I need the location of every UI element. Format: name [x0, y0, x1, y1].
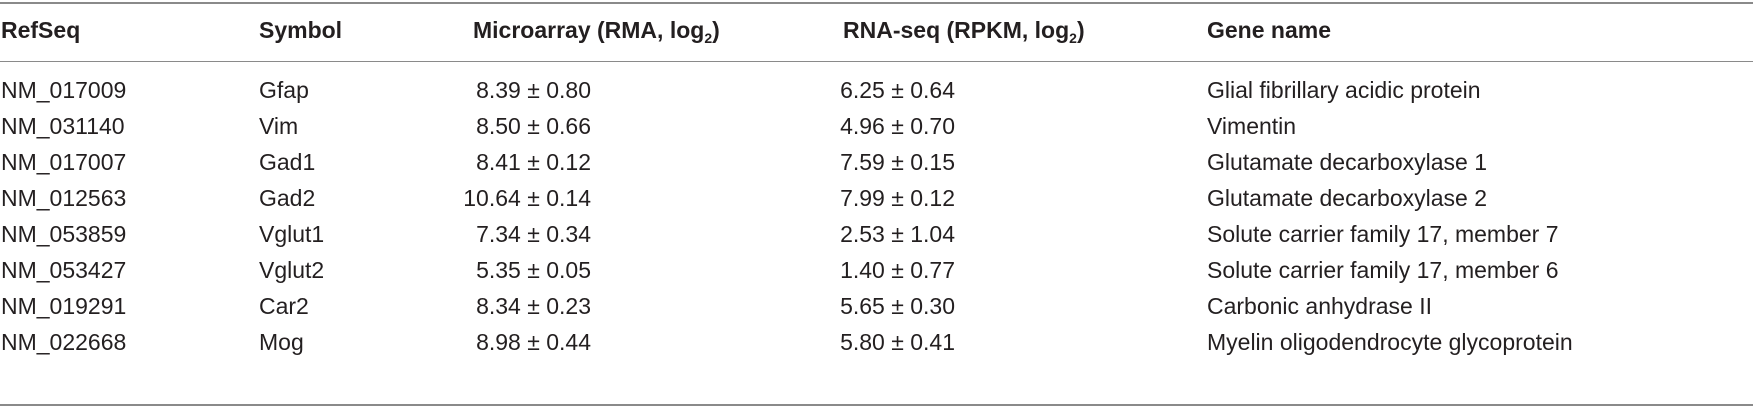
table-header-rule: [0, 61, 1753, 62]
header-rnaseq-text: RNA-seq (RPKM, log: [843, 17, 1070, 43]
cell-microarray: 7.34 ± 0.34: [476, 221, 591, 247]
cell-gene-name: Solute carrier family 17, member 6: [1207, 257, 1559, 283]
cell-rnaseq: 5.65 ± 0.30: [840, 293, 955, 319]
cell-rnaseq: 1.40 ± 0.77: [840, 257, 955, 283]
header-refseq: RefSeq: [1, 17, 81, 43]
table-row: NM_053427 Vglut2 5.35 ± 0.05 1.40 ± 0.77…: [0, 252, 1753, 288]
cell-microarray: 5.35 ± 0.05: [476, 257, 591, 283]
cell-refseq: NM_031140: [1, 113, 125, 139]
table-row: NM_053859 Vglut1 7.34 ± 0.34 2.53 ± 1.04…: [0, 216, 1753, 252]
cell-symbol: Vglut1: [259, 221, 325, 247]
cell-rnaseq: 2.53 ± 1.04: [840, 221, 955, 247]
cell-microarray: 8.50 ± 0.66: [476, 113, 591, 139]
header-microarray-close: ): [712, 17, 720, 43]
cell-symbol: Gad2: [259, 185, 316, 211]
table-row: NM_022668 Mog 8.98 ± 0.44 5.80 ± 0.41 My…: [0, 324, 1753, 360]
table-row: NM_017009 Gfap 8.39 ± 0.80 6.25 ± 0.64 G…: [0, 72, 1753, 108]
cell-symbol: Vim: [259, 113, 299, 139]
cell-refseq: NM_017007: [1, 149, 127, 175]
cell-symbol: Mog: [259, 329, 304, 355]
header-rnaseq: RNA-seq (RPKM, log2): [843, 10, 1085, 50]
header-microarray-text: Microarray (RMA, log: [473, 17, 705, 43]
cell-gene-name: Glutamate decarboxylase 2: [1207, 185, 1487, 211]
cell-refseq: NM_053859: [1, 221, 127, 247]
table-row: NM_019291 Car2 8.34 ± 0.23 5.65 ± 0.30 C…: [0, 288, 1753, 324]
table-top-rule: [0, 2, 1753, 4]
cell-symbol: Gad1: [259, 149, 316, 175]
cell-refseq: NM_053427: [1, 257, 127, 283]
cell-rnaseq: 4.96 ± 0.70: [840, 113, 955, 139]
header-rnaseq-subscript: 2: [1069, 30, 1077, 46]
cell-gene-name: Vimentin: [1207, 113, 1297, 139]
table-header-row: RefSeq Symbol Microarray (RMA, log2) RNA…: [0, 10, 1753, 50]
cell-microarray: 8.98 ± 0.44: [476, 329, 591, 355]
cell-symbol: Car2: [259, 293, 309, 319]
cell-refseq: NM_019291: [1, 293, 127, 319]
header-microarray-subscript: 2: [704, 30, 713, 46]
cell-microarray: 8.41 ± 0.12: [476, 149, 591, 175]
cell-microarray: 8.34 ± 0.23: [476, 293, 591, 319]
table-row: NM_031140 Vim 8.50 ± 0.66 4.96 ± 0.70 Vi…: [0, 108, 1753, 144]
cell-gene-name: Solute carrier family 17, member 7: [1207, 221, 1559, 247]
table-row: NM_012563 Gad2 10.64 ± 0.14 7.99 ± 0.12 …: [0, 180, 1753, 216]
cell-microarray: 8.39 ± 0.80: [476, 77, 591, 103]
cell-rnaseq: 7.59 ± 0.15: [840, 149, 955, 175]
cell-rnaseq: 5.80 ± 0.41: [840, 329, 955, 355]
cell-rnaseq: 7.99 ± 0.12: [840, 185, 955, 211]
cell-gene-name: Myelin oligodendrocyte glycoprotein: [1207, 329, 1573, 355]
cell-refseq: NM_022668: [1, 329, 127, 355]
header-microarray: Microarray (RMA, log2): [473, 10, 720, 50]
header-rnaseq-close: ): [1076, 17, 1085, 43]
table-bottom-rule: [0, 404, 1753, 406]
cell-refseq: NM_017009: [1, 77, 127, 103]
header-symbol: Symbol: [259, 17, 343, 43]
cell-rnaseq: 6.25 ± 0.64: [840, 77, 955, 103]
cell-symbol: Gfap: [259, 77, 309, 103]
cell-symbol: Vglut2: [259, 257, 325, 283]
table-row: NM_017007 Gad1 8.41 ± 0.12 7.59 ± 0.15 G…: [0, 144, 1753, 180]
cell-refseq: NM_012563: [1, 185, 127, 211]
cell-microarray: 10.64 ± 0.14: [463, 185, 591, 211]
cell-gene-name: Carbonic anhydrase II: [1207, 293, 1433, 319]
header-gene-name: Gene name: [1207, 17, 1331, 43]
cell-gene-name: Glial fibrillary acidic protein: [1207, 77, 1481, 103]
cell-gene-name: Glutamate decarboxylase 1: [1207, 149, 1487, 175]
